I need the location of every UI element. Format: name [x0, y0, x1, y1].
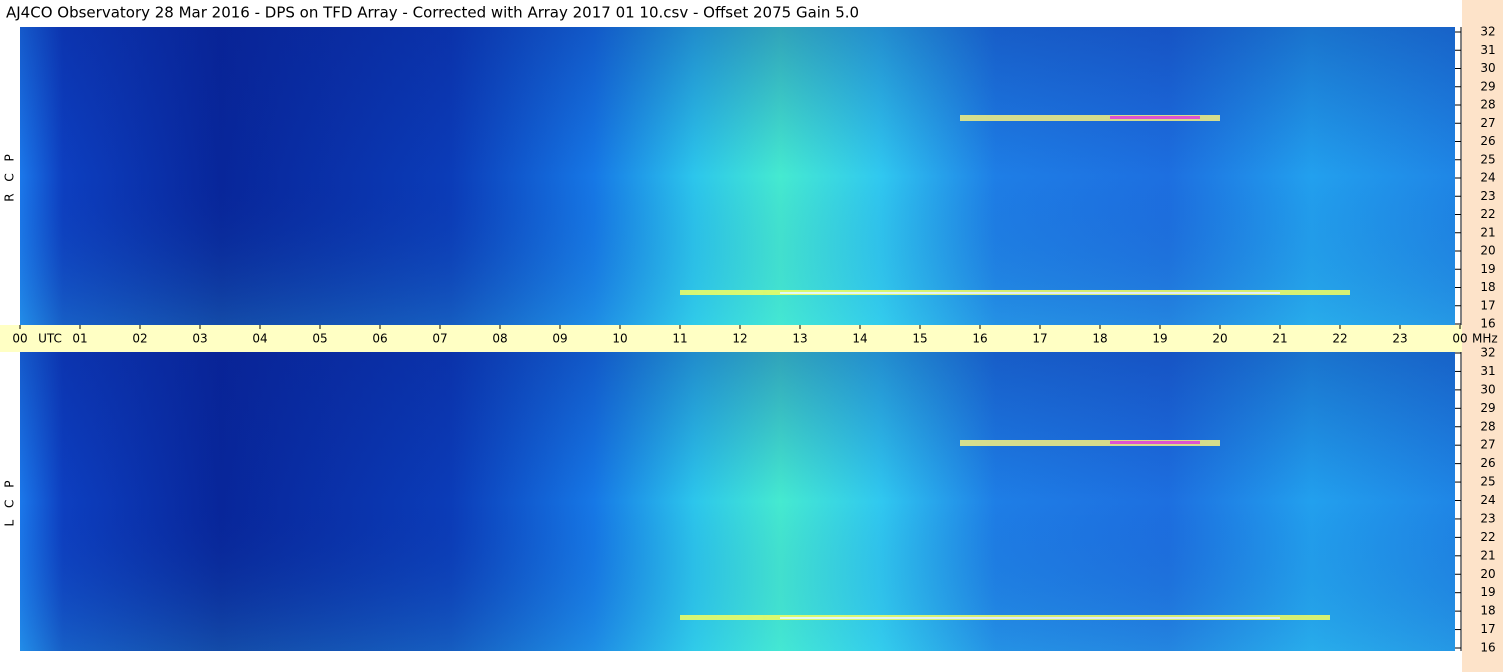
y-tick-label: 26: [1480, 134, 1495, 148]
y-tick-label: 28: [1480, 419, 1495, 433]
y-tick-label: 27: [1480, 438, 1495, 452]
panel-shade: [20, 27, 1455, 325]
x-tick-label: 20: [1212, 332, 1227, 346]
x-tick-label: 07: [432, 332, 447, 346]
y-tick-label: 19: [1480, 585, 1495, 599]
x-tick-label: 17: [1032, 332, 1047, 346]
x-tick-label: 08: [492, 332, 507, 346]
y-tick-label: 31: [1480, 43, 1495, 57]
x-tick-label: 09: [552, 332, 567, 346]
y-tick-label: 22: [1480, 530, 1495, 544]
bursts: [680, 115, 1350, 620]
y-tick-label: 28: [1480, 98, 1495, 112]
x-tick-label: 16: [972, 332, 987, 346]
x-tick-label: 10: [612, 332, 627, 346]
panel-label: R C P: [3, 150, 17, 202]
y-tick-label: 24: [1480, 493, 1495, 507]
chart-title: AJ4CO Observatory 28 Mar 2016 - DPS on T…: [6, 4, 859, 22]
y-tick-label: 17: [1480, 298, 1495, 312]
x-tick-label: 00: [1452, 332, 1467, 346]
y-tick-label: 21: [1480, 548, 1495, 562]
y-tick-label: 23: [1480, 189, 1495, 203]
y-axis-unit: MHz: [1472, 332, 1498, 346]
x-tick-label: 12: [732, 332, 747, 346]
y-tick-label: 31: [1480, 364, 1495, 378]
y-tick-label: 29: [1480, 401, 1495, 415]
time-axis-strip: [0, 325, 1462, 352]
x-axis-label: UTC: [38, 332, 62, 346]
x-tick-label: 22: [1332, 332, 1347, 346]
x-tick-label: 15: [912, 332, 927, 346]
x-tick-label: 02: [132, 332, 147, 346]
y-tick-label: 23: [1480, 511, 1495, 525]
y-tick-label: 20: [1480, 244, 1495, 258]
y-tick-label: 16: [1480, 317, 1495, 331]
y-tick-label: 22: [1480, 207, 1495, 221]
panel-label: L C P: [3, 477, 17, 527]
x-tick-label: 05: [312, 332, 327, 346]
y-tick-label: 20: [1480, 567, 1495, 581]
x-tick-label: 14: [852, 332, 867, 346]
y-tick-label: 25: [1480, 475, 1495, 489]
x-tick-label: 03: [192, 332, 207, 346]
y-tick-label: 16: [1480, 641, 1495, 655]
y-tick-label: 29: [1480, 79, 1495, 93]
x-tick-label: 23: [1392, 332, 1407, 346]
y-tick-label: 18: [1480, 280, 1495, 294]
right-strip: [1462, 0, 1503, 672]
x-tick-label: 21: [1272, 332, 1287, 346]
x-tick-label: 19: [1152, 332, 1167, 346]
x-tick-label: 00: [12, 332, 27, 346]
x-tick-label: 04: [252, 332, 267, 346]
y-tick-label: 30: [1480, 61, 1495, 75]
y-tick-label: 26: [1480, 456, 1495, 470]
y-tick-label: 32: [1480, 346, 1495, 360]
x-tick-label: 01: [72, 332, 87, 346]
x-tick-label: 11: [672, 332, 687, 346]
y-tick-label: 17: [1480, 622, 1495, 636]
y-tick-label: 24: [1480, 171, 1495, 185]
x-tick-label: 06: [372, 332, 387, 346]
y-tick-label: 18: [1480, 604, 1495, 618]
y-tick-label: 27: [1480, 116, 1495, 130]
y-tick-label: 21: [1480, 225, 1495, 239]
x-tick-label: 13: [792, 332, 807, 346]
y-tick-label: 19: [1480, 262, 1495, 276]
panel-shade: [20, 352, 1455, 651]
y-tick-label: 30: [1480, 382, 1495, 396]
x-tick-label: 18: [1092, 332, 1107, 346]
y-tick-label: 32: [1480, 25, 1495, 39]
y-tick-label: 25: [1480, 152, 1495, 166]
